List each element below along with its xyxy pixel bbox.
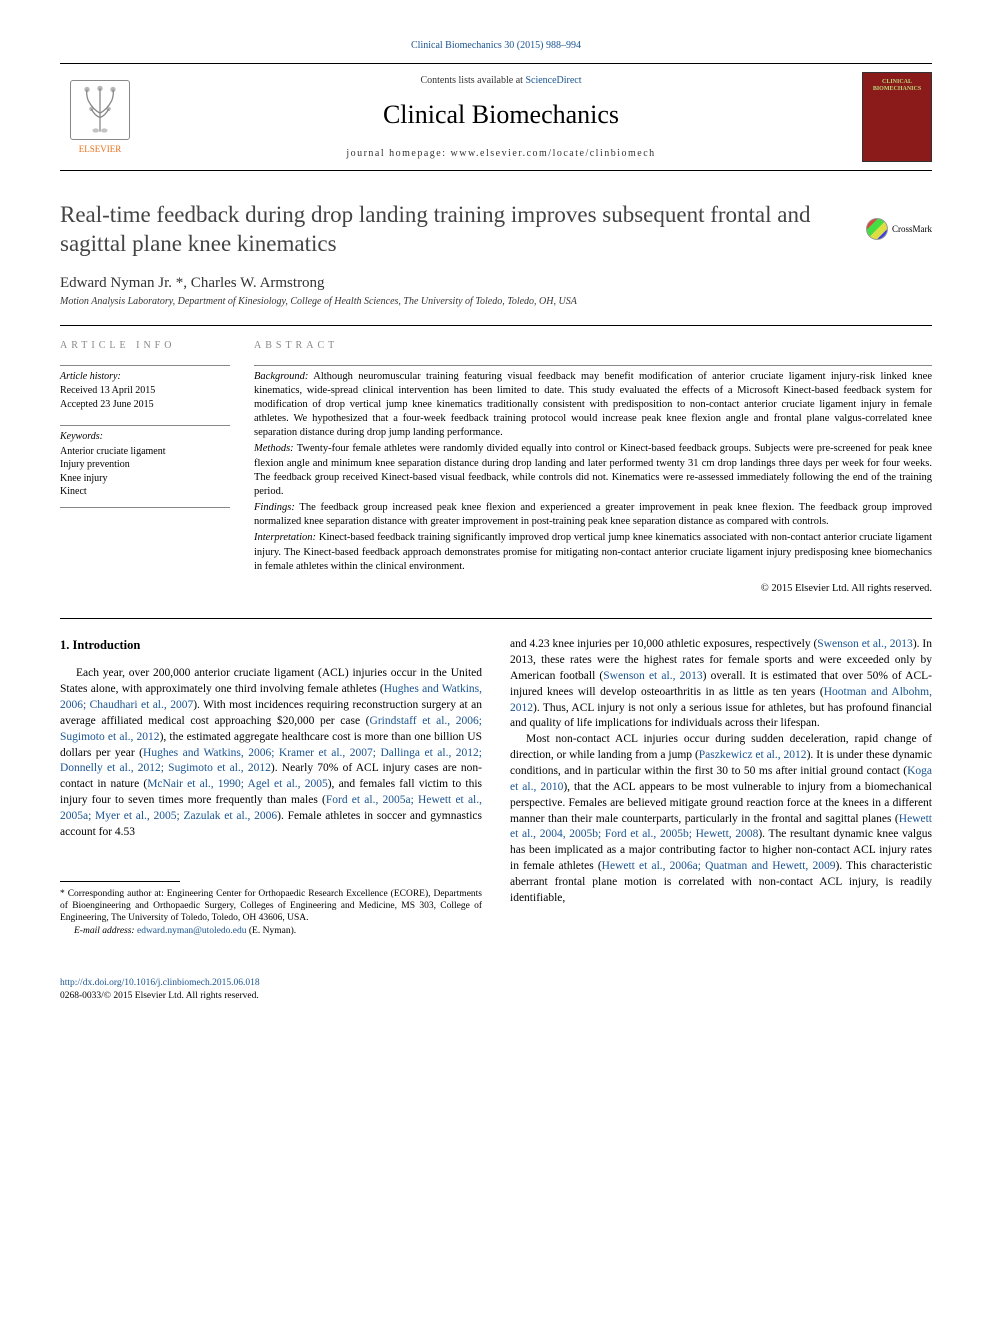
corresponding-footnote: * Corresponding author at: Engineering C… (60, 888, 482, 937)
intro-text: ), that the ACL appears to be most vulne… (510, 781, 932, 825)
abstract-heading: ABSTRACT (254, 340, 932, 351)
page-footer: http://dx.doi.org/10.1016/j.clinbiomech.… (60, 977, 932, 1002)
intro-para-1-cont: and 4.23 knee injuries per 10,000 athlet… (510, 637, 932, 732)
abstract-findings: Findings: The feedback group increased p… (254, 501, 932, 529)
methods-label: Methods: (254, 443, 294, 454)
elsevier-label: ELSEVIER (79, 144, 122, 154)
findings-label: Findings: (254, 502, 295, 513)
journal-homepage: journal homepage: www.elsevier.com/locat… (140, 148, 862, 159)
abstract-methods: Methods: Twenty-four female athletes wer… (254, 442, 932, 499)
keywords-label: Keywords: (60, 425, 230, 444)
footnote-separator (60, 881, 180, 882)
elsevier-tree-icon (70, 80, 130, 140)
interpretation-label: Interpretation: (254, 532, 316, 543)
crossmark-icon (866, 218, 888, 240)
body-column-left: 1. Introduction Each year, over 200,000 … (60, 637, 482, 937)
contents-prefix: Contents lists available at (420, 75, 525, 86)
article-info-sidebar: ARTICLE INFO Article history: Received 1… (60, 340, 230, 597)
elsevier-logo[interactable]: ELSEVIER (60, 72, 140, 162)
background-text: Although neuromuscular training featurin… (254, 371, 932, 439)
crossmark-label: CrossMark (892, 224, 932, 234)
abstract-background: Background: Although neuromuscular train… (254, 370, 932, 441)
crossmark-badge[interactable]: CrossMark (866, 218, 932, 240)
abstract-column: ABSTRACT Background: Although neuromuscu… (254, 340, 932, 597)
keyword: Anterior cruciate ligament (60, 445, 230, 459)
background-label: Background: (254, 371, 308, 382)
journal-header: ELSEVIER Contents lists available at Sci… (60, 63, 932, 171)
intro-heading: 1. Introduction (60, 637, 482, 654)
citation-link[interactable]: McNair et al., 1990; Agel et al., 2005 (147, 778, 328, 790)
homepage-label: journal homepage: (346, 148, 450, 159)
keyword: Knee injury (60, 472, 230, 486)
keyword: Injury prevention (60, 458, 230, 472)
received-date: Received 13 April 2015 (60, 384, 230, 398)
keyword: Kinect (60, 485, 230, 499)
cover-label: CLINICAL BIOMECHANICS (863, 79, 931, 92)
abstract-copyright: © 2015 Elsevier Ltd. All rights reserved… (254, 582, 932, 596)
section-divider (60, 618, 932, 619)
intro-text: ). Thus, ACL injury is not only a seriou… (510, 702, 932, 730)
article-info-heading: ARTICLE INFO (60, 340, 230, 351)
article-title: Real-time feedback during drop landing t… (60, 201, 932, 259)
journal-citation-top[interactable]: Clinical Biomechanics 30 (2015) 988–994 (60, 40, 932, 51)
journal-cover-thumbnail[interactable]: CLINICAL BIOMECHANICS (862, 72, 932, 162)
intro-para-1: Each year, over 200,000 anterior cruciat… (60, 666, 482, 840)
body-column-right: and 4.23 knee injuries per 10,000 athlet… (510, 637, 932, 937)
email-label: E-mail address: (74, 926, 137, 936)
findings-text: The feedback group increased peak knee f… (254, 502, 932, 527)
affiliation: Motion Analysis Laboratory, Department o… (60, 296, 932, 307)
doi-link[interactable]: http://dx.doi.org/10.1016/j.clinbiomech.… (60, 977, 932, 989)
body-columns: 1. Introduction Each year, over 200,000 … (60, 637, 932, 937)
interpretation-text: Kinect-based feedback training significa… (254, 532, 932, 571)
citation-link[interactable]: Swenson et al., 2013 (603, 670, 702, 682)
methods-text: Twenty-four female athletes were randoml… (254, 443, 932, 497)
citation-link[interactable]: Paszkewicz et al., 2012 (699, 749, 807, 761)
citation-link[interactable]: Hewett et al., 2006a; Quatman and Hewett… (602, 860, 836, 872)
intro-text: and 4.23 knee injuries per 10,000 athlet… (510, 638, 817, 650)
accepted-date: Accepted 23 June 2015 (60, 398, 230, 412)
email-link[interactable]: edward.nyman@utoledo.edu (137, 926, 247, 936)
citation-link[interactable]: Swenson et al., 2013 (817, 638, 913, 650)
intro-para-2: Most non-contact ACL injuries occur duri… (510, 732, 932, 906)
homepage-url[interactable]: www.elsevier.com/locate/clinbiomech (451, 148, 656, 159)
sciencedirect-link[interactable]: ScienceDirect (525, 75, 581, 86)
email-suffix: (E. Nyman). (247, 926, 297, 936)
contents-line: Contents lists available at ScienceDirec… (140, 75, 862, 86)
corresponding-text: * Corresponding author at: Engineering C… (60, 888, 482, 925)
issn-copyright: 0268-0033/© 2015 Elsevier Ltd. All right… (60, 990, 932, 1002)
authors: Edward Nyman Jr. *, Charles W. Armstrong (60, 275, 932, 292)
abstract-interpretation: Interpretation: Kinect-based feedback tr… (254, 531, 932, 574)
history-label: Article history: (60, 365, 230, 384)
journal-name: Clinical Biomechanics (140, 100, 862, 130)
